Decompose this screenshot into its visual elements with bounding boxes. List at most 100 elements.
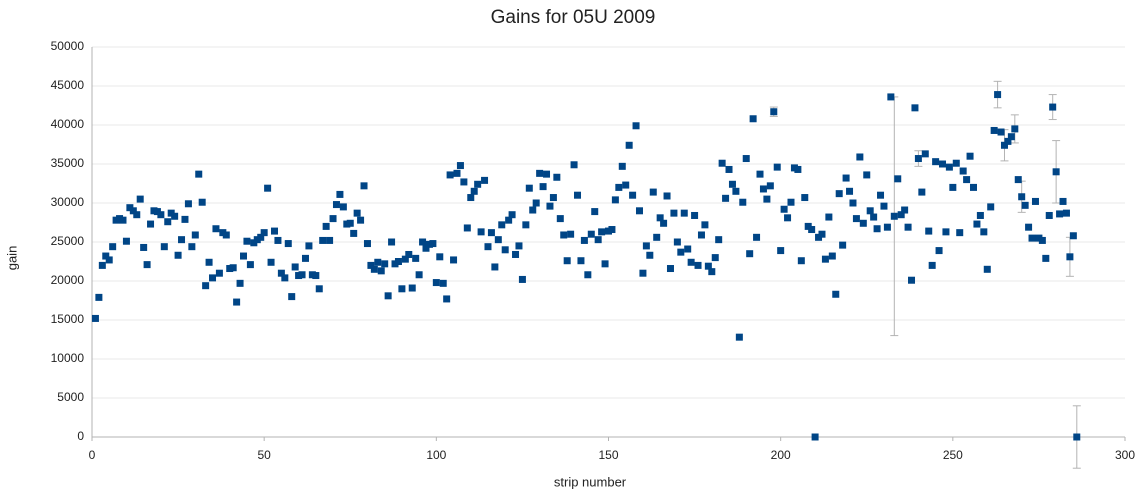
point [357, 216, 365, 224]
point [529, 206, 537, 214]
point [484, 243, 492, 251]
point [505, 216, 513, 224]
point [181, 215, 189, 223]
point [715, 236, 723, 244]
point [653, 233, 661, 241]
point [202, 282, 210, 290]
point [880, 202, 888, 210]
point [474, 180, 482, 188]
point [684, 245, 692, 253]
x-tick-label: 50 [257, 448, 271, 462]
point [429, 240, 437, 248]
y-tick-label: 45000 [51, 78, 85, 92]
y-tick-label: 30000 [51, 195, 85, 209]
point [780, 205, 788, 213]
point [525, 184, 533, 192]
point [615, 183, 623, 191]
point [673, 238, 681, 246]
point [553, 173, 561, 181]
point [670, 209, 678, 217]
point [963, 176, 971, 184]
point [732, 187, 740, 195]
point [363, 240, 371, 248]
point [257, 233, 265, 241]
point [897, 211, 905, 219]
point [422, 244, 430, 252]
point [856, 153, 864, 161]
point [625, 141, 633, 149]
x-tick-label: 300 [1115, 448, 1135, 462]
point [763, 195, 771, 203]
point [319, 236, 327, 244]
point [1004, 137, 1012, 145]
point [918, 188, 926, 196]
point [453, 169, 461, 177]
point [694, 261, 702, 269]
point [611, 196, 619, 204]
point [277, 269, 285, 277]
point [656, 214, 664, 222]
point [298, 271, 306, 279]
point [835, 190, 843, 198]
point [140, 243, 148, 251]
point [697, 231, 705, 239]
point [370, 265, 378, 273]
point [718, 159, 726, 167]
point [987, 203, 995, 211]
point [284, 240, 292, 248]
point [301, 254, 309, 262]
point [591, 208, 599, 216]
point [691, 211, 699, 219]
point [680, 209, 688, 217]
point [749, 115, 757, 123]
point [501, 246, 509, 254]
point [133, 211, 141, 219]
point [739, 198, 747, 206]
point [797, 257, 805, 265]
point [291, 263, 299, 271]
point [274, 236, 282, 244]
point [188, 243, 196, 251]
point [1062, 209, 1070, 217]
point [701, 221, 709, 229]
point [925, 227, 933, 235]
point [446, 171, 454, 179]
point [512, 250, 520, 258]
point [174, 251, 182, 259]
point [863, 171, 871, 179]
point [1049, 103, 1057, 111]
point [945, 163, 953, 171]
point [195, 170, 203, 178]
point [904, 223, 912, 231]
point [832, 290, 840, 298]
point [215, 269, 223, 277]
point [1025, 223, 1033, 231]
y-tick-label: 15000 [51, 312, 85, 326]
point [980, 228, 988, 236]
point [191, 231, 199, 239]
point [1011, 125, 1019, 133]
point [549, 194, 557, 202]
point [450, 256, 458, 264]
x-tick-label: 250 [943, 448, 963, 462]
point [1031, 197, 1039, 205]
point [477, 228, 485, 236]
point [811, 433, 819, 441]
point [436, 253, 444, 261]
point [398, 285, 406, 293]
point [952, 159, 960, 167]
point [443, 295, 451, 303]
point [1059, 197, 1067, 205]
point [312, 272, 320, 280]
point [129, 207, 137, 215]
point [983, 265, 991, 273]
point [329, 215, 337, 223]
point [381, 260, 389, 268]
point [236, 279, 244, 287]
point [1069, 232, 1077, 240]
point [539, 183, 547, 191]
point [377, 267, 385, 275]
point [711, 254, 719, 262]
point [728, 180, 736, 188]
point [753, 233, 761, 241]
